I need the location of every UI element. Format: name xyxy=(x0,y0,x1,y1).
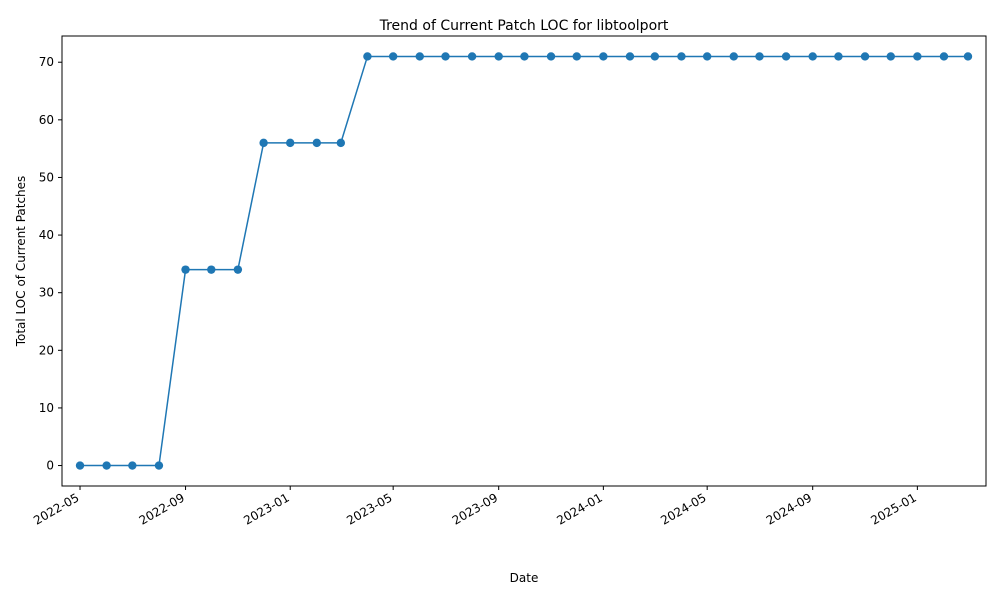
data-point xyxy=(312,138,322,148)
data-point xyxy=(415,52,424,61)
data-point xyxy=(336,138,346,148)
data-point xyxy=(363,52,372,61)
data-point xyxy=(233,265,243,274)
data-point xyxy=(702,52,712,61)
y-axis-ticks: 0 10 20 30 40 50 60 70 xyxy=(39,55,62,473)
series-group xyxy=(75,52,973,470)
data-point xyxy=(625,52,635,61)
data-point xyxy=(729,52,738,61)
data-point xyxy=(755,52,764,61)
data-point xyxy=(75,461,85,470)
chart-title: Trend of Current Patch LOC for libtoolpo… xyxy=(379,18,669,34)
data-point xyxy=(677,52,686,61)
data-point xyxy=(650,52,660,61)
data-point xyxy=(834,52,843,61)
data-point xyxy=(207,265,216,274)
data-point xyxy=(154,461,164,470)
y-tick-label: 20 xyxy=(39,343,54,357)
data-point xyxy=(572,52,581,61)
data-point xyxy=(546,52,556,61)
data-point xyxy=(520,52,529,61)
y-tick-label: 60 xyxy=(39,113,54,127)
y-tick-label: 70 xyxy=(39,55,54,69)
data-point xyxy=(259,138,268,148)
data-point xyxy=(913,52,922,61)
data-point xyxy=(599,52,608,61)
y-tick-label: 40 xyxy=(39,228,54,242)
y-tick-label: 0 xyxy=(46,459,54,473)
data-point xyxy=(886,52,895,61)
y-axis-label: Total LOC of Current Patches xyxy=(14,176,28,348)
data-point xyxy=(181,265,190,274)
data-point xyxy=(441,52,450,61)
data-point xyxy=(128,461,137,470)
data-point xyxy=(388,52,398,61)
plot-area-frame xyxy=(61,35,987,487)
y-tick-label: 10 xyxy=(39,401,54,415)
y-tick-label: 50 xyxy=(39,170,54,184)
data-point xyxy=(467,52,477,61)
data-point xyxy=(808,52,817,61)
data-point xyxy=(781,52,791,61)
x-axis-label: Date xyxy=(510,571,539,585)
data-point xyxy=(494,52,503,61)
data-point xyxy=(102,461,111,470)
data-point xyxy=(286,138,295,148)
data-point xyxy=(939,52,949,61)
data-point xyxy=(963,52,973,61)
y-tick-label: 30 xyxy=(39,286,54,300)
data-point xyxy=(860,52,870,61)
